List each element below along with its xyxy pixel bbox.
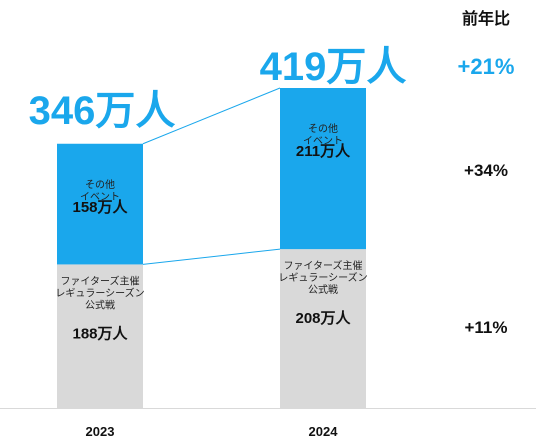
total-label-2023: 346万人 [29, 89, 176, 133]
value-label-2023-0: 188万人 [72, 325, 128, 342]
connector-line-0 [142, 87, 281, 145]
segment-name-2023-0: ファイターズ主催レギュラーシーズン公式戦 [55, 274, 144, 311]
yoy-series-1: +34% [464, 161, 508, 180]
total-label-2024: 419万人 [260, 45, 407, 89]
value-label-2024-0: 208万人 [295, 310, 351, 327]
bar-2024-series-1 [280, 88, 366, 250]
yoy-series-0: +11% [464, 318, 507, 337]
segment-name-2023-1: その他イベント [80, 178, 120, 203]
segment-name-2024-0: ファイターズ主催レギュラーシーズン公式戦 [278, 259, 367, 296]
x-tick-2024: 2024 [309, 424, 339, 439]
bars [57, 88, 366, 408]
value-label-2024-1: 211万人 [296, 143, 351, 160]
x-tick-2023: 2023 [86, 424, 115, 439]
bar-2023-series-1 [57, 143, 143, 265]
segment-name-2024-1: その他イベント [303, 122, 343, 147]
bar-2024-series-0 [280, 249, 366, 408]
yoy-total: +21% [458, 54, 515, 79]
bar-2023-series-0 [57, 264, 143, 408]
labels: ファイターズ主催レギュラーシーズン公式戦188万人その他イベント158万人202… [29, 9, 515, 439]
connector-lines [142, 87, 281, 265]
value-label-2023-1: 158万人 [72, 199, 128, 216]
yoy-header: 前年比 [462, 9, 510, 28]
connector-line-1 [142, 248, 281, 265]
